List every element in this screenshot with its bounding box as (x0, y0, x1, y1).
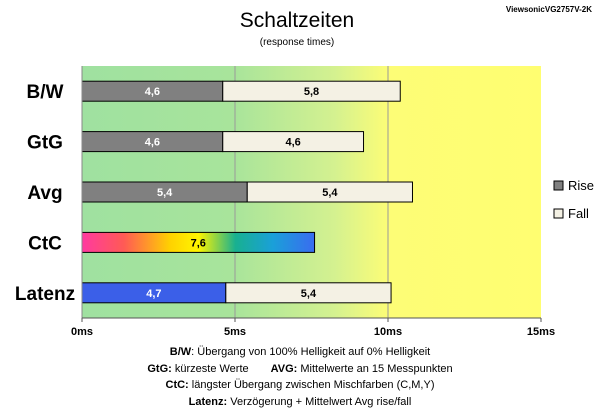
bar-value-label: 5,4 (322, 187, 338, 199)
legend: Rise Fall (553, 178, 594, 221)
bar-value-label: 4,7 (146, 288, 161, 300)
note-bw: B/W: Übergang von 100% Helligkeit auf 0%… (169, 346, 431, 358)
bar-value-label: 5,4 (157, 187, 173, 199)
category-label: Avg (27, 183, 62, 204)
category-label: GtG (27, 133, 63, 154)
monitor-model-label: ViewsonicVG2757V-2K (506, 5, 592, 14)
bar-fall (222, 131, 365, 153)
legend-swatch-fall (553, 208, 564, 219)
x-tick-label: 5ms (224, 326, 246, 338)
bar-value-label: 4,6 (145, 86, 160, 98)
bar-value-label: 4,6 (145, 137, 160, 149)
bar-value-label: 5,4 (301, 288, 317, 300)
x-tick-label: 10ms (374, 326, 402, 338)
bar-value-label: 4,6 (285, 137, 300, 149)
category-labels: B/W GtG Avg CtC Latenz (15, 82, 75, 305)
category-label: B/W (27, 82, 64, 103)
x-tick-label: 0ms (71, 326, 93, 338)
bar-value-label: 5,8 (304, 86, 319, 98)
category-label: Latenz (15, 284, 75, 305)
chart-subtitle: (response times) (260, 37, 334, 48)
bar-fall (225, 282, 392, 304)
note-latenz: Latenz: Verzögerung + Mittelwert Avg ris… (188, 395, 412, 408)
note-gtg-avg: GtG: kürzeste Werte AVG: Mittelwerte an 1… (147, 362, 453, 375)
bar-group: 4,6 5,8 4,6 4,6 5,4 5,4 7,6 4,7 5,4 (81, 80, 413, 304)
bar-fall (222, 80, 401, 102)
bar-fall (246, 181, 413, 203)
category-label: CtC (28, 233, 62, 254)
chart-title: Schaltzeiten (240, 9, 354, 32)
footnotes: B/W: Übergang von 100% Helligkeit auf 0%… (0, 344, 600, 410)
legend-label-rise: Rise (568, 178, 594, 193)
legend-label-fall: Fall (568, 206, 589, 221)
x-axis-ticks: 0ms 5ms 10ms 15ms (71, 318, 555, 338)
x-tick-label: 15ms (527, 326, 555, 338)
bar-value-label: 7,6 (191, 237, 206, 249)
note-ctc: CtC: längster Übergang zwischen Mischfar… (165, 379, 435, 391)
legend-swatch-rise (553, 180, 564, 191)
